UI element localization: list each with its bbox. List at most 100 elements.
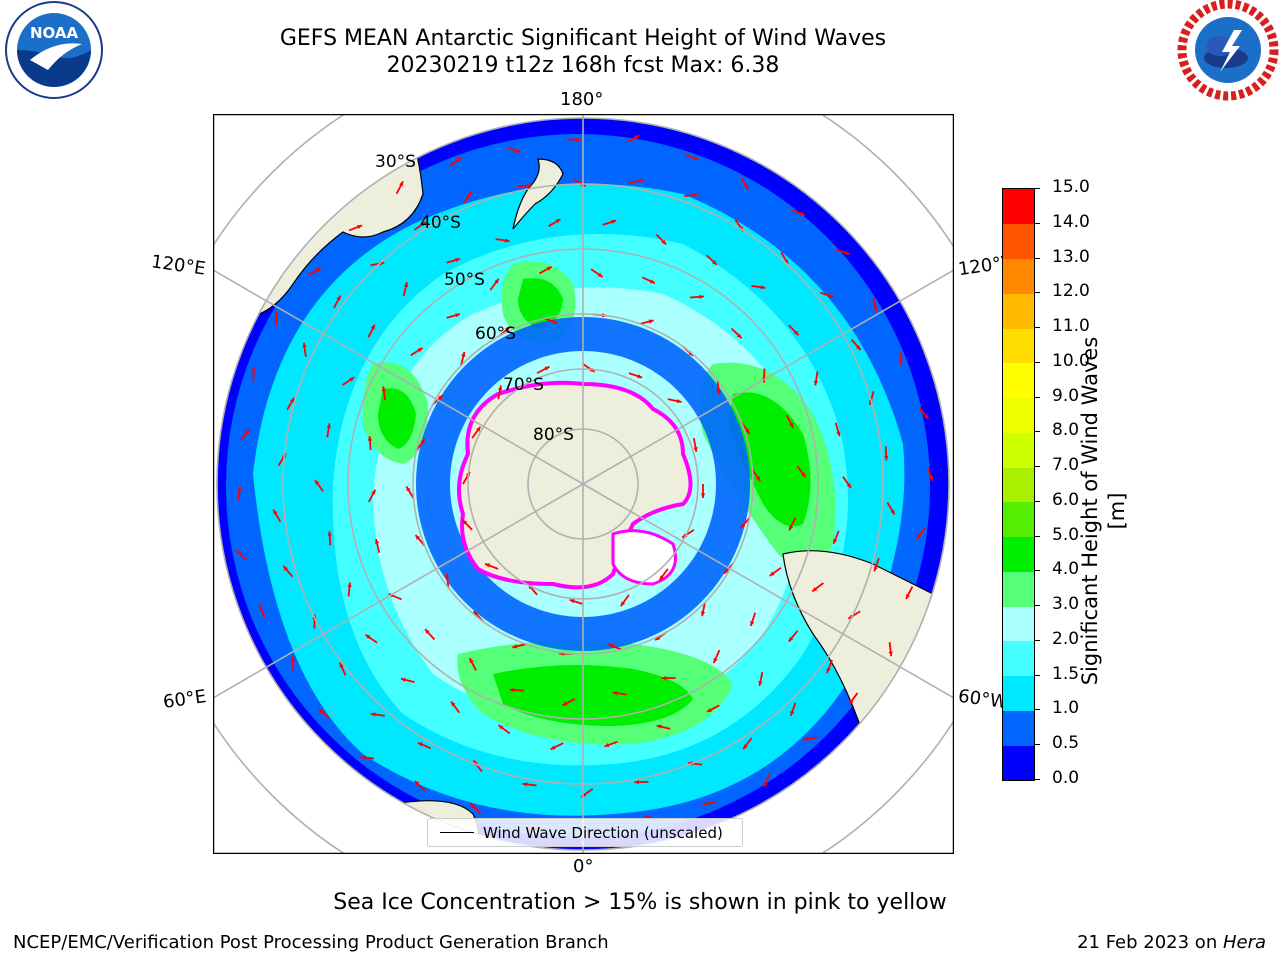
wave-arrow-head (438, 395, 443, 400)
wave-arrow-head (371, 489, 376, 495)
wave-arrow-head (462, 519, 468, 525)
colorbar-tick-label: 13.0 (1052, 246, 1090, 267)
wave-arrow-head (844, 250, 850, 255)
nws-logo (1177, 0, 1279, 101)
wave-arrow-head (544, 366, 550, 371)
colorbar (1002, 188, 1035, 781)
wave-arrow-head (743, 744, 748, 750)
wave-arrow-head (237, 486, 242, 492)
wave-arrow-head (400, 677, 406, 682)
wave-arrow-head (788, 636, 794, 642)
wave-arrow-head (461, 351, 466, 357)
colorbar-tick (1034, 605, 1040, 607)
footer-credit: NCEP/EMC/Verification Post Processing Pr… (13, 932, 609, 953)
colorbar-segment (1003, 675, 1034, 711)
lon-label-0: 0° (573, 856, 594, 877)
wave-arrow-head (470, 803, 476, 809)
colorbar-tick-label: 10.0 (1052, 350, 1090, 371)
wave-arrow-head (769, 571, 775, 576)
wave-arrow-head (555, 219, 561, 224)
colorbar-tick (1034, 292, 1040, 294)
colorbar-tick-label: 4.0 (1052, 559, 1080, 580)
wave-arrow-head (314, 479, 320, 485)
noaa-logo-text: NOAA (30, 24, 79, 42)
wave-arrow-head (546, 266, 552, 271)
wave-arrow-head (799, 211, 805, 216)
wave-arrow-head (562, 701, 568, 706)
wave-arrow-head (302, 342, 307, 348)
wave-arrow-head (760, 285, 766, 290)
wave-arrow-head (702, 801, 708, 806)
colorbar-tick-label: 0.5 (1052, 733, 1080, 754)
wave-arrow-head (526, 183, 532, 188)
chart-title: GEFS MEAN Antarctic Significant Height o… (279, 26, 887, 51)
wave-arrow-head (648, 319, 654, 324)
wave-arrow-head (414, 780, 420, 786)
colorbar-tick (1034, 257, 1040, 259)
wave-arrow-head (597, 272, 603, 277)
wave-arrow-head (420, 439, 425, 444)
wave-arrow-head (456, 157, 462, 162)
colorbar-segment (1003, 606, 1034, 642)
wave-arrow-head (283, 565, 288, 571)
wave-arrow-head (713, 657, 718, 663)
colorbar-tick-label: 9.0 (1052, 385, 1080, 406)
wave-arrow-head (745, 428, 750, 434)
wave-arrow-head (890, 509, 895, 515)
wave-arrow-head (550, 745, 556, 750)
wave-arrow-head (656, 724, 662, 729)
wave-arrow-head (676, 398, 682, 404)
wave-arrow-head (274, 311, 279, 317)
wave-arrow-head (743, 184, 749, 190)
wave-arrow-head (347, 582, 352, 588)
colorbar-tick-label: 12.0 (1052, 281, 1090, 302)
colorbar-segment (1003, 328, 1034, 364)
wave-arrow-head (873, 566, 878, 572)
colorbar-tick (1034, 396, 1040, 398)
wave-arrow-head (803, 736, 808, 742)
wave-arrow-head (608, 644, 614, 649)
wave-arrow-head (370, 324, 375, 330)
colorbar-tick (1034, 466, 1040, 468)
wave-arrow-head (716, 389, 721, 395)
wave-arrow-head (637, 374, 643, 379)
wave-arrow-head (289, 397, 295, 403)
lat-label-60s: 60°S (475, 324, 516, 344)
wave-arrow-head (812, 586, 818, 592)
wave-arrow-head (659, 575, 664, 581)
wave-arrow-head (916, 533, 921, 539)
lat-label-70s: 70°S (503, 375, 544, 395)
wave-arrow-head (417, 742, 423, 747)
lon-label-180: 180° (560, 89, 604, 110)
wave-arrow-head (522, 782, 528, 787)
colorbar-segment (1003, 189, 1034, 225)
wave-arrow-head (505, 326, 511, 332)
wave-arrow-head (620, 601, 626, 607)
wave-arrow-head (700, 493, 706, 498)
wave-arrow-head (415, 535, 421, 540)
colorbar-tick-label: 0.0 (1052, 768, 1080, 788)
wave-arrow-head (469, 657, 474, 663)
wave-arrow-head (833, 538, 838, 544)
wave-arrow-head (381, 386, 387, 392)
wave-arrow-head (611, 219, 617, 224)
colorbar-tick (1034, 639, 1040, 641)
wave-arrow-head (509, 687, 515, 693)
legend-label: Wind Wave Direction (unscaled) (483, 823, 723, 842)
colorbar-tick (1034, 674, 1040, 676)
wave-arrow-head (290, 656, 296, 661)
wave-arrow-head (512, 644, 518, 649)
wave-arrow-head (836, 431, 841, 437)
wave-arrow-head (634, 779, 640, 785)
wave-arrow-head (655, 635, 661, 641)
wave-arrow-head (485, 563, 491, 568)
colorbar-tick-label: 11.0 (1052, 316, 1090, 337)
colorbar-tick (1034, 500, 1040, 502)
lat-label-50s: 50°S (444, 270, 485, 290)
polar-map (142, 43, 1024, 925)
wave-arrow-head (552, 319, 558, 324)
wave-arrow-head (693, 156, 699, 161)
wave-arrow-head (494, 278, 499, 284)
sea-ice-note: Sea Ice Concentration > 15% is shown in … (333, 890, 947, 915)
footer-date-text: 21 Feb 2023 on (1077, 932, 1223, 953)
